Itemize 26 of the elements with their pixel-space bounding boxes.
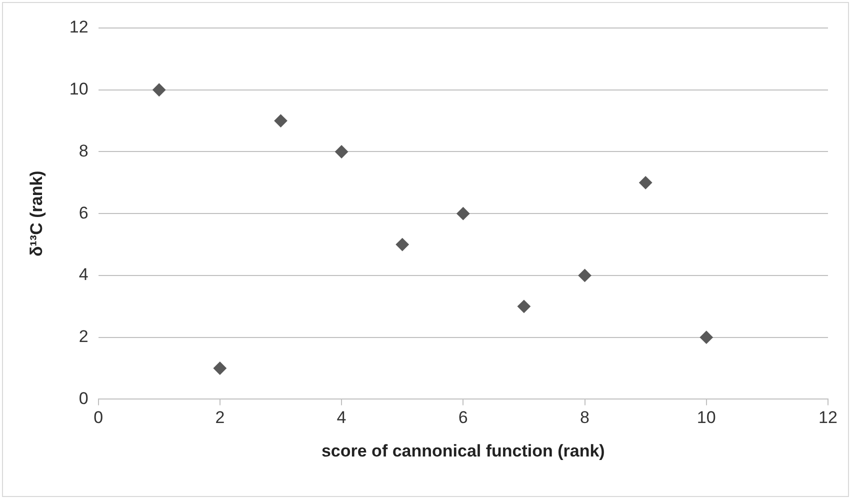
x-tick-label: 0 [94, 408, 104, 428]
y-tick-label: 6 [78, 203, 88, 222]
point [456, 207, 470, 220]
point [213, 362, 226, 375]
x-axis-title: score of cannonical function (rank) [321, 441, 605, 460]
y-tick-label: 8 [78, 141, 88, 160]
point [152, 83, 166, 96]
point [335, 145, 348, 158]
point [517, 300, 530, 313]
x-tick-label: 10 [696, 408, 716, 428]
x-tick-label: 12 [818, 408, 838, 428]
y-tick-label: 2 [78, 327, 88, 346]
x-tick-label: 8 [580, 408, 590, 428]
y-tick-label: 4 [78, 265, 88, 284]
y-tick-label: 10 [69, 80, 88, 99]
y-tick-label: 12 [69, 18, 88, 37]
x-tick-label: 2 [215, 408, 225, 428]
x-tick-label: 4 [336, 408, 346, 428]
point [639, 176, 652, 190]
point [700, 330, 713, 344]
y-axis-title: δ¹³C (rank) [26, 170, 46, 257]
y-tick-label: 0 [78, 388, 88, 408]
x-tick-label: 6 [458, 408, 468, 428]
point [396, 238, 409, 252]
point [578, 268, 592, 282]
point [274, 114, 288, 128]
